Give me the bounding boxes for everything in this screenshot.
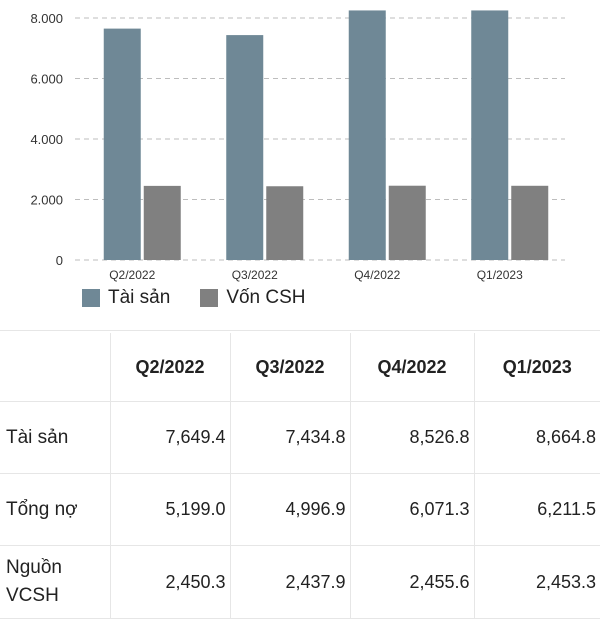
table-row: Nguồn VCSH 2,450.3 2,437.9 2,455.6 2,453… xyxy=(0,545,600,619)
bar xyxy=(226,35,264,260)
bar xyxy=(348,10,386,260)
table-header-cell: Q2/2022 xyxy=(109,333,230,402)
x-tick-label: Q4/2022 xyxy=(354,268,400,282)
table-header-row: Q2/2022 Q3/2022 Q4/2022 Q1/2023 xyxy=(0,333,600,402)
table-header-cell: Q3/2022 xyxy=(229,333,350,402)
table-cell: 2,437.9 xyxy=(229,545,350,619)
y-tick-label: 2.000 xyxy=(30,193,63,208)
table-header-cell: Q1/2023 xyxy=(473,333,600,402)
x-tick-label: Q1/2023 xyxy=(477,268,523,282)
table-row: Tài sản 7,649.4 7,434.8 8,526.8 8,664.8 xyxy=(0,401,600,474)
bar-chart: 0 2.000 4.000 6.000 8.000 Q2/2022 Q3/2022 Q4/20… xyxy=(30,10,565,309)
table-cell: 8,664.8 xyxy=(473,401,600,474)
row-label: Nguồn VCSH xyxy=(0,545,110,619)
bar xyxy=(388,185,426,260)
x-tick-label: Q3/2022 xyxy=(232,268,278,282)
table-cell: 2,453.3 xyxy=(473,545,600,619)
legend-label-tai-san: Tài sản xyxy=(108,287,171,308)
legend-item-tai-san: Tài sản xyxy=(82,287,170,309)
row-label: Tổng nợ xyxy=(0,473,110,546)
chart-svg: 0 2.000 4.000 6.000 8.000 Q2/2022 Q3/2022 Q4/20… xyxy=(30,10,565,282)
table-header-cell: Q4/2022 xyxy=(349,333,474,402)
legend-swatch-von-csh xyxy=(200,289,219,307)
financial-table: Q2/2022 Q3/2022 Q4/2022 Q1/2023 Tài sản … xyxy=(0,333,600,619)
table-cell: 8,526.8 xyxy=(349,401,474,474)
table-header-corner xyxy=(0,333,110,402)
table-row: Tổng nợ 5,199.0 4,996.9 6,071.3 6,211.5 xyxy=(0,473,600,546)
table-cell: 5,199.0 xyxy=(109,473,230,546)
table-cell: 4,996.9 xyxy=(229,473,350,546)
table-cell: 6,211.5 xyxy=(473,473,600,546)
section-divider xyxy=(0,330,600,331)
table-cell: 7,649.4 xyxy=(109,401,230,474)
y-tick-label: 8.000 xyxy=(30,11,63,26)
bar xyxy=(511,185,549,260)
chart-legend: Tài sản Vốn CSH xyxy=(82,287,306,309)
bar xyxy=(143,185,181,260)
x-tick-label: Q2/2022 xyxy=(109,268,155,282)
bar xyxy=(471,10,509,260)
table-cell: 2,455.6 xyxy=(349,545,474,619)
y-tick-label: 4.000 xyxy=(30,132,63,147)
y-tick-label: 6.000 xyxy=(30,72,63,87)
y-tick-label: 0 xyxy=(56,253,63,268)
legend-label-von-csh: Vốn CSH xyxy=(226,287,306,308)
legend-swatch-tai-san xyxy=(82,289,100,307)
bar xyxy=(103,28,141,260)
table-cell: 2,450.3 xyxy=(109,545,230,619)
row-label: Tài sản xyxy=(0,401,110,474)
bar xyxy=(266,186,304,260)
table-cell: 6,071.3 xyxy=(349,473,474,546)
table-cell: 7,434.8 xyxy=(229,401,350,474)
legend-item-von-csh: Vốn CSH xyxy=(200,287,306,309)
